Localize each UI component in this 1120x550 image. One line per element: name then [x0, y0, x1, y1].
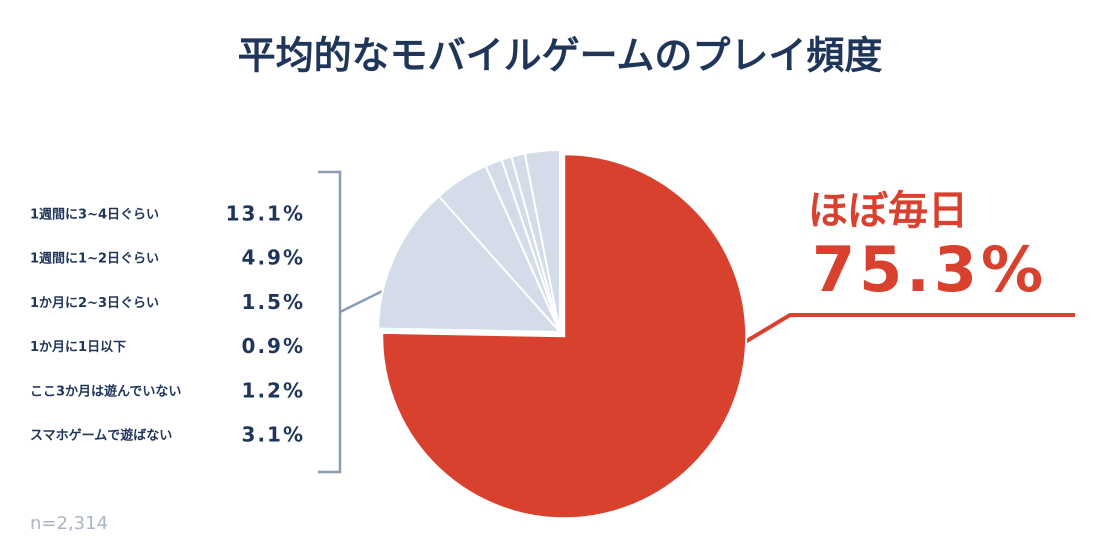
- highlight-category: ほぼ毎日: [808, 188, 968, 234]
- chart-title: 平均的なモバイルゲームのプレイ頻度: [238, 34, 883, 78]
- value-label: 13.1%: [226, 202, 305, 226]
- pie-slice: [381, 153, 748, 520]
- legend-label: 1週間に1~2日ぐらい: [30, 252, 159, 267]
- value-label: 4.9%: [242, 246, 305, 270]
- legend-label: 1週間に3~4日ぐらい: [30, 208, 159, 223]
- leader-line: [743, 313, 1075, 344]
- value-label: 0.9%: [242, 334, 305, 358]
- legend-label: 1か月に2~3日ぐらい: [30, 296, 159, 311]
- pie-slice: [377, 194, 563, 334]
- highlight-value: 75.3%: [812, 233, 1047, 306]
- legend-label: スマホゲームで遊ばない: [30, 428, 172, 444]
- legend-label: ここ3か月は遊んでいない: [30, 383, 181, 399]
- bracket: [318, 170, 342, 474]
- value-label: 1.2%: [242, 378, 305, 402]
- value-label: 1.5%: [242, 290, 305, 314]
- legend-label: 1か月に1日以下: [30, 340, 126, 355]
- sample-note: n=2,314: [30, 513, 108, 534]
- pie-slice: [523, 148, 561, 333]
- value-label: 3.1%: [242, 423, 305, 447]
